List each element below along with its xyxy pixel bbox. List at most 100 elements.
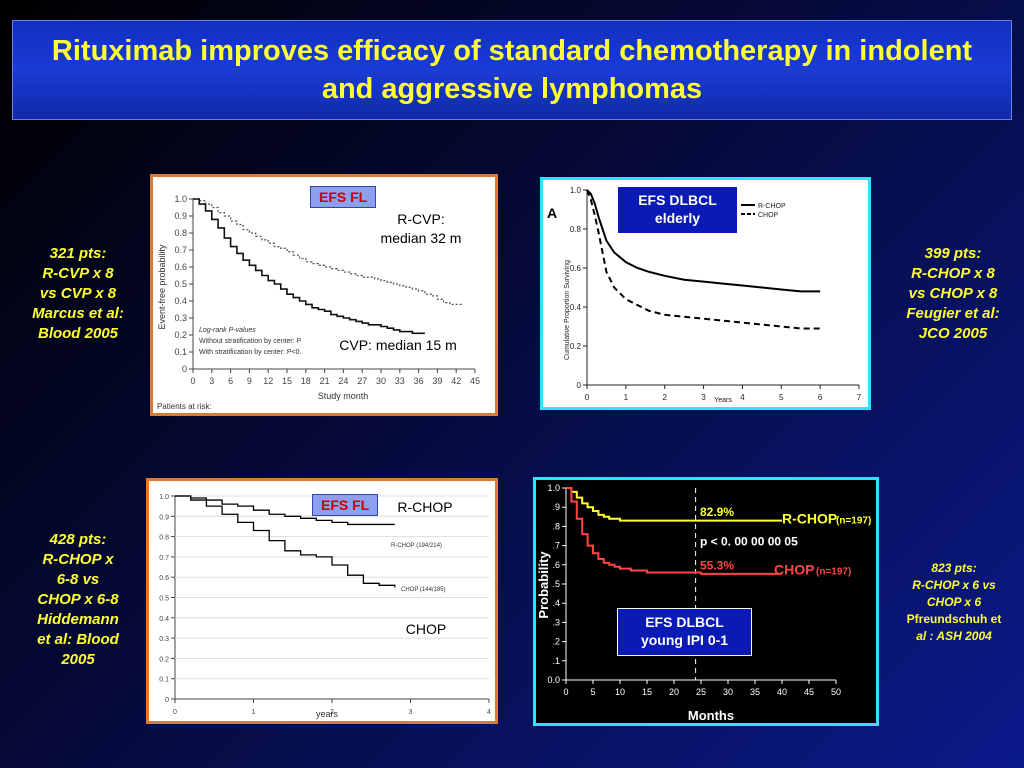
x-tick-label: 5 [779, 393, 784, 402]
y-tick-label: 0.8 [174, 228, 187, 238]
logrank-note: Log-rank P-values [199, 327, 256, 334]
annotation-chop: CHOP [405, 621, 447, 637]
x-tick-label: 20 [669, 687, 679, 697]
x-tick-label: 21 [320, 376, 330, 386]
note-line: Pfreundschuh et [906, 612, 1002, 626]
y-tick-label: .8 [552, 521, 560, 531]
y-tick-label: 0.8 [159, 535, 169, 542]
side-note-left-bottom: 428 pts: R-CHOP x 6-8 vs CHOP x 6-8 Hidd… [22, 530, 134, 670]
series-n-chop: (n=197) [816, 566, 851, 577]
note-line: Feugier et al: [906, 305, 1000, 322]
end-value-label-chop: 55.3% [700, 559, 734, 573]
note-line: 2005 [61, 651, 95, 668]
annotation-rcvp-median: R-CVP: median 32 m [356, 210, 486, 248]
x-tick-label: 4 [487, 709, 491, 716]
title-bar: Rituximab improves efficacy of standard … [12, 20, 1012, 120]
series-line-chop [175, 495, 396, 588]
y-tick-label: 0.5 [174, 279, 187, 289]
logrank-note: Without stratification by center: P [199, 338, 302, 345]
x-tick-label: 25 [696, 687, 706, 697]
label-line: EFS DLBCL [645, 614, 724, 630]
y-tick-label: 0.2 [159, 656, 169, 663]
x-tick-label: 42 [451, 376, 461, 386]
note-line: JCO 2005 [918, 325, 988, 342]
x-tick-label: 0 [585, 393, 590, 402]
x-tick-label: 33 [395, 376, 405, 386]
annotation-line: R-CVP: [397, 211, 445, 227]
y-tick-label: 1.0 [570, 186, 582, 195]
note-line: CHOP x 6 [926, 595, 982, 609]
label-line: EFS DLBCL [638, 192, 717, 208]
x-tick-label: 45 [470, 376, 480, 386]
logrank-note: With stratification by center: P<0. [199, 349, 302, 356]
y-tick-label: 0.6 [570, 264, 582, 273]
x-tick-label: 36 [414, 376, 424, 386]
series-end-label-chop: CHOP (144/185) [401, 587, 446, 593]
series-line-rchop [566, 487, 782, 522]
chart-fl-rchop-svg: 0 1 2 3 4 0 0.1 0.2 0.3 0.4 0.5 0.6 0.7 0.8 0.9 1.0 R-CH… [159, 494, 491, 719]
x-tick-label: 6 [228, 376, 233, 386]
side-note-left-top: 321 pts: R-CVP x 8 vs CVP x 8 Marcus et … [18, 244, 138, 344]
series-end-label-rchop: R-CHOP (194/214) [391, 543, 442, 549]
note-line: vs CVP x 8 [39, 285, 117, 302]
legend-label-rchop: R-CHOP [758, 203, 786, 210]
y-tick-label: 0.9 [174, 211, 187, 221]
series-line-rcvp [193, 198, 463, 306]
label-efs-fl-2: EFS FL [312, 494, 379, 516]
x-tick-label: 2 [662, 393, 667, 402]
annotation-line: median 32 m [380, 230, 462, 246]
label-efs-dlbcl-young: EFS DLBCL young IPI 0-1 [617, 608, 752, 656]
chart-panel-fl-rcvp: 0 3 6 9 12 15 18 21 24 27 30 33 36 39 42 45 0 0.1 0.2 0.3 0.… [150, 174, 498, 416]
x-tick-label: 9 [247, 376, 252, 386]
note-line: R-CHOP x [42, 551, 114, 568]
x-tick-label: 3 [701, 393, 706, 402]
y-tick-label: 0.7 [159, 555, 169, 562]
series-n-rchop: (n=197) [836, 516, 871, 527]
x-tick-label: 10 [615, 687, 625, 697]
y-tick-label: 0.1 [159, 677, 169, 684]
series-name-chop: CHOP [774, 561, 814, 577]
note-line: CHOP x 6-8 [37, 591, 119, 608]
y-tick-label: 0.9 [159, 514, 169, 521]
series-line-rchop [586, 189, 821, 293]
x-tick-label: 40 [777, 687, 787, 697]
note-line: 399 pts: [924, 245, 982, 262]
annotation-cvp-median: CVP: median 15 m [318, 336, 478, 355]
label-line: elderly [654, 210, 701, 226]
y-tick-label: 0.4 [570, 303, 582, 312]
y-tick-label: 0.2 [174, 330, 187, 340]
note-line: R-CHOP x 6 vs [912, 578, 996, 592]
y-tick-label: 0.4 [174, 296, 187, 306]
x-tick-label: 12 [263, 376, 273, 386]
y-tick-label: .1 [552, 656, 560, 666]
y-tick-label: 1.0 [547, 483, 560, 493]
slide-title: Rituximab improves efficacy of standard … [51, 35, 973, 105]
note-line: R-CHOP x 8 [911, 265, 995, 282]
y-tick-label: 0.7 [174, 245, 187, 255]
y-tick-label: 1.0 [159, 494, 169, 501]
note-line: 321 pts: [49, 245, 107, 262]
label-efs-dlbcl-elderly: EFS DLBCL elderly [617, 186, 738, 234]
x-tick-label: 3 [209, 376, 214, 386]
y-tick-label: 0 [577, 381, 582, 390]
panel-letter: A [547, 205, 557, 221]
y-tick-label: .4 [552, 598, 560, 608]
side-note-right-top: 399 pts: R-CHOP x 8 vs CHOP x 8 Feugier … [893, 244, 1013, 344]
y-tick-label: .3 [552, 617, 560, 627]
x-tick-label: 6 [818, 393, 823, 402]
y-tick-label: 0.4 [159, 616, 169, 623]
patients-at-risk-label: Patients at risk: [157, 402, 212, 411]
series-line-cvp [193, 198, 425, 335]
x-tick-label: 5 [590, 687, 595, 697]
y-tick-label: .5 [552, 579, 560, 589]
y-tick-label: 0.6 [159, 575, 169, 582]
series-line-chop [586, 189, 821, 330]
x-tick-label: 0 [173, 709, 177, 716]
x-axis-label: Study month [318, 391, 369, 401]
side-note-right-bottom: 823 pts: R-CHOP x 6 vs CHOP x 6 Pfreunds… [890, 560, 1018, 645]
y-tick-label: 0.1 [174, 347, 187, 357]
series-line-rchop [175, 495, 395, 526]
x-tick-label: 15 [642, 687, 652, 697]
y-axis-label: Cumulative Proportion Surviving [564, 260, 571, 360]
y-tick-label: 0.3 [159, 636, 169, 643]
